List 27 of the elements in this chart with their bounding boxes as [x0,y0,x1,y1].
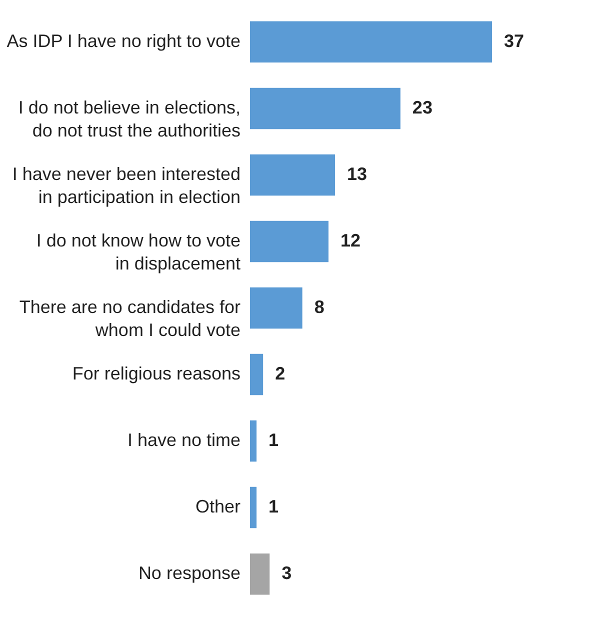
y-tick-label: I have never been interested in participation in election [12,164,240,207]
data-label: 2 [275,364,286,384]
y-tick-label: No response [138,563,240,584]
bar [250,88,400,130]
data-label: 23 [412,97,432,118]
y-tick-label: For religious reasons [72,364,240,384]
y-tick-label: I have no time [127,430,240,450]
data-label: 13 [347,164,368,184]
data-label: 12 [340,230,361,250]
data-label: 3 [282,563,292,584]
data-label: 1 [268,496,279,517]
bar [250,21,492,63]
bar [250,553,270,595]
data-label: 8 [314,297,324,317]
y-tick-label: I do not know how to vote in displacement [36,230,240,274]
bar [250,486,257,528]
y-tick-label: There are no candidates for whom I could vote [19,297,240,340]
data-label: 37 [504,30,524,51]
data-label: 1 [268,430,279,450]
bar [250,287,302,329]
y-tick-label: Other [195,496,240,517]
bar [250,154,336,196]
bar [250,354,264,396]
bar [250,220,328,262]
y-tick-label: As IDP I have no right to vote [6,30,240,51]
y-tick-label: I do not believe in elections, do not trust the authorities [18,97,240,140]
bar [250,420,257,462]
